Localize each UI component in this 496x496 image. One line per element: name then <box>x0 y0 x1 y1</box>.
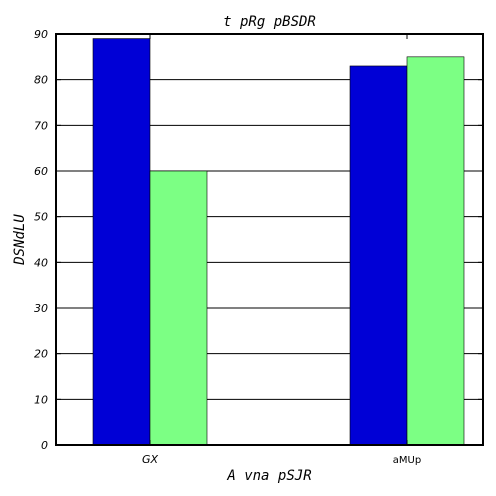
y-tick-label: 50 <box>34 211 48 224</box>
y-tick-label: 10 <box>34 393 48 406</box>
y-tick-label: 70 <box>34 119 48 132</box>
bar <box>349 65 408 446</box>
y-tick-label: 40 <box>34 256 48 269</box>
y-tick-label: 0 <box>41 439 48 452</box>
x-axis-ticks: GX aMUp <box>142 34 421 466</box>
x-tick-label: aMUp <box>393 455 421 466</box>
bar <box>149 170 208 446</box>
x-tick-label: GX <box>142 453 159 466</box>
bar <box>406 56 465 446</box>
bars <box>92 38 465 446</box>
y-axis-label: DSNdLU <box>12 214 28 266</box>
y-axis-ticks: 0 10 20 30 40 50 60 70 80 90 <box>34 28 483 452</box>
y-tick-label: 30 <box>34 302 48 315</box>
chart-title: t pRg pBSDR <box>223 14 316 30</box>
y-tick-label: 90 <box>34 28 48 41</box>
y-tick-label: 20 <box>34 348 48 361</box>
plot-frame <box>55 33 484 446</box>
x-axis-label: A vna pSJR <box>226 468 311 484</box>
y-tick-label: 80 <box>34 74 48 87</box>
bar <box>92 38 151 446</box>
y-tick-label: 60 <box>34 165 48 178</box>
